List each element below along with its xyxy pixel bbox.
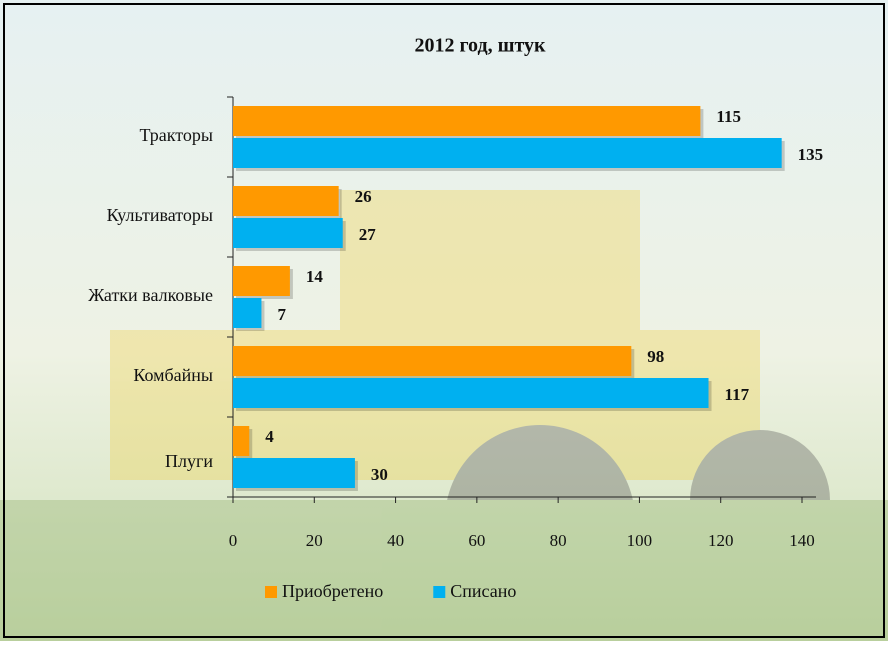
bar (233, 266, 290, 296)
y-tick-label: Плуги (165, 451, 213, 471)
tractor-decoration (0, 190, 888, 641)
legend-swatch (265, 586, 277, 598)
value-label: 4 (265, 427, 274, 446)
bar (233, 458, 355, 488)
value-label: 27 (359, 225, 377, 244)
value-label: 7 (277, 305, 286, 324)
bar (233, 426, 250, 456)
value-label: 14 (306, 267, 324, 286)
chart-title: 2012 год, штук (414, 35, 546, 57)
bar (233, 186, 339, 216)
x-tick-label: 120 (708, 531, 734, 550)
x-tick-label: 140 (789, 531, 815, 550)
bar (233, 218, 343, 248)
y-tick-label: Тракторы (139, 125, 213, 145)
bar (233, 378, 709, 408)
value-label: 135 (798, 145, 824, 164)
value-label: 26 (355, 187, 372, 206)
y-tick-label: Культиваторы (107, 205, 213, 225)
y-tick-label: Жатки валковые (88, 285, 213, 305)
x-tick-label: 100 (627, 531, 653, 550)
x-tick-label: 80 (550, 531, 567, 550)
value-label: 115 (716, 107, 741, 126)
bar (233, 346, 632, 376)
legend-label: Списано (450, 581, 516, 601)
value-label: 98 (647, 347, 664, 366)
frame (3, 3, 885, 638)
bar (233, 138, 782, 168)
x-tick-label: 0 (229, 531, 238, 550)
bar (233, 298, 262, 328)
bar (233, 106, 701, 136)
legend-swatch (433, 586, 446, 598)
y-tick-label: Комбайны (133, 365, 213, 385)
value-label: 117 (725, 385, 750, 404)
legend-label: Приобретено (282, 581, 383, 601)
x-tick-label: 20 (306, 531, 323, 550)
x-tick-label: 60 (468, 531, 485, 550)
x-tick-label: 40 (387, 531, 404, 550)
value-label: 30 (371, 465, 388, 484)
